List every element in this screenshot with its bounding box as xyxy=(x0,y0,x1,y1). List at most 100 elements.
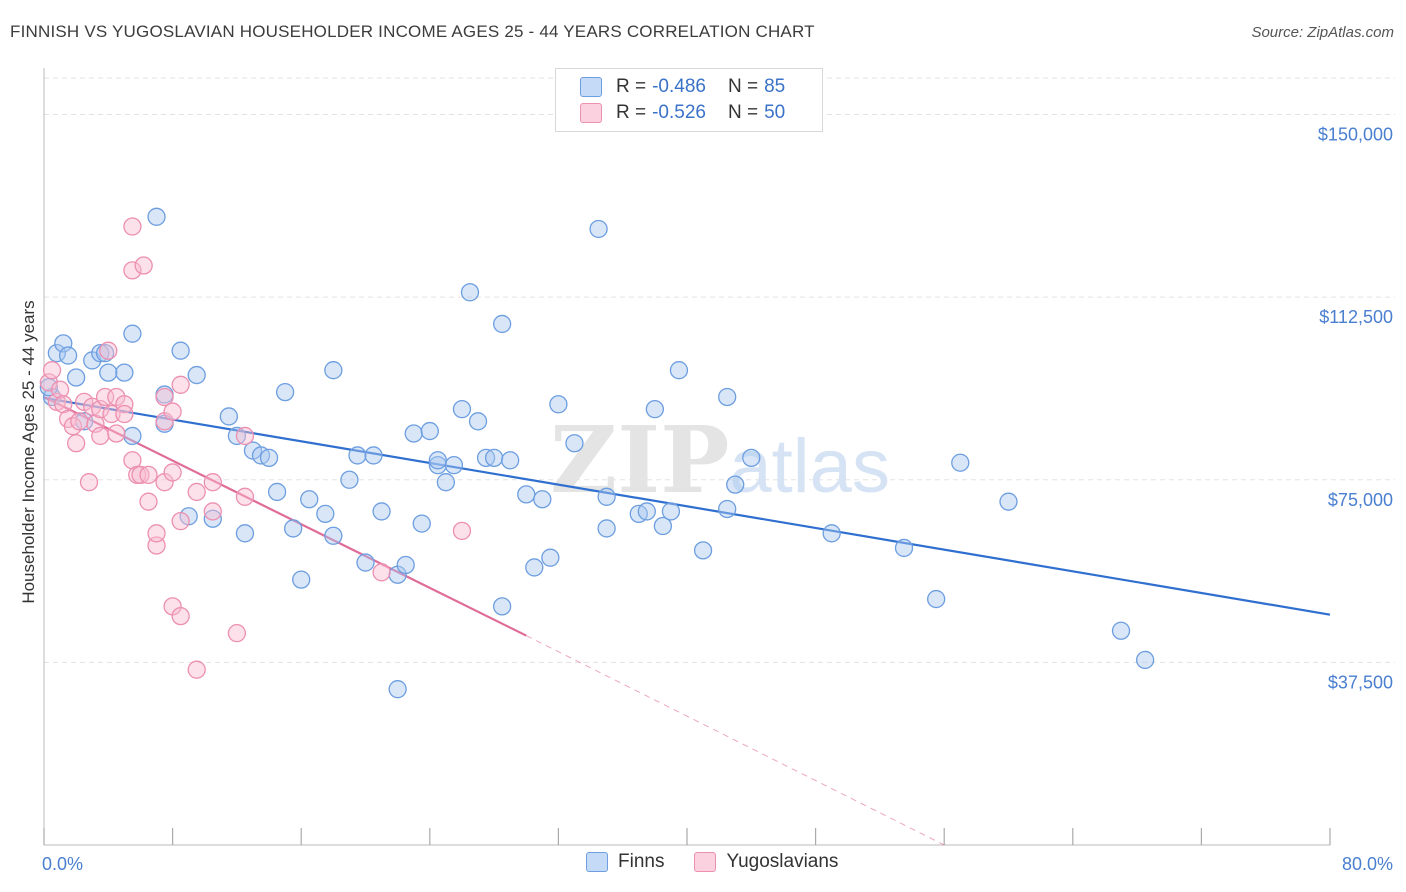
finns-point xyxy=(404,424,423,443)
finns-point xyxy=(316,504,335,524)
yugoslavian-trendline-extension xyxy=(526,635,945,846)
finns-point xyxy=(549,395,568,414)
finns-point xyxy=(951,453,970,472)
yugoslavian-point xyxy=(203,473,222,492)
yugoslavian-point xyxy=(123,261,142,280)
finns-point xyxy=(645,399,664,419)
finns-point xyxy=(533,490,552,509)
legend-row-finns: R = -0.486 N = 85 xyxy=(580,74,785,100)
finns-point xyxy=(356,553,375,572)
finns-point xyxy=(597,519,616,538)
watermark: ZIPatlas xyxy=(550,406,890,514)
finns-point xyxy=(187,365,206,385)
finns-point xyxy=(372,502,391,521)
finns-point xyxy=(275,382,295,402)
yugoslavian-point xyxy=(171,375,190,394)
yugoslavian-point xyxy=(139,465,158,485)
yugoslavian-point xyxy=(70,412,89,431)
finns-swatch xyxy=(586,852,608,872)
finns-point xyxy=(428,451,447,470)
yugoslavian-point xyxy=(50,380,70,399)
finns-point xyxy=(541,548,560,567)
finns-point xyxy=(742,448,761,467)
yugoslavian-point xyxy=(187,482,206,502)
legend: R = -0.486 N = 85 R = -0.526 N = 50 xyxy=(555,68,823,132)
finns-r-value: -0.486 xyxy=(652,76,706,97)
finns-point xyxy=(348,446,367,465)
y-tick-label: $112,500 xyxy=(1319,307,1393,327)
finns-point xyxy=(284,519,303,538)
finns-point xyxy=(388,680,407,699)
yugoslavian-point xyxy=(99,341,118,360)
yugoslavian-point xyxy=(115,404,134,424)
yugoslavian-point xyxy=(91,426,110,446)
finns-point xyxy=(428,456,447,475)
finns-point xyxy=(693,541,713,560)
yugoslavian-point xyxy=(107,424,126,443)
finns-point xyxy=(517,485,536,504)
yugoslavian-point xyxy=(235,487,255,506)
yugoslavian-point xyxy=(134,256,153,275)
yugoslavians-r-value: -0.526 xyxy=(652,102,706,123)
finns-point xyxy=(300,490,319,509)
yugoslavian-point xyxy=(123,217,142,236)
y-axis-label: Householder Income Ages 25 - 44 years xyxy=(19,300,38,603)
finns-point xyxy=(436,473,456,492)
yugoslavian-point xyxy=(452,521,472,541)
finns-point xyxy=(292,570,311,589)
finns-point xyxy=(1111,621,1131,640)
finns-point xyxy=(653,516,673,536)
yugoslavian-point xyxy=(67,434,86,453)
yugoslavian-point xyxy=(139,492,158,511)
finns-points xyxy=(39,207,1155,699)
finns-point xyxy=(718,387,737,407)
finns-point xyxy=(492,597,512,616)
finns-point xyxy=(452,399,472,419)
chart-title: FINNISH VS YUGOSLAVIAN HOUSEHOLDER INCOM… xyxy=(10,22,815,41)
finns-point xyxy=(123,324,142,343)
x-tick-label: 0.0% xyxy=(42,854,83,874)
finns-point xyxy=(589,219,608,239)
yugoslavians-n-value: 50 xyxy=(764,102,786,123)
yugoslavian-point xyxy=(102,404,121,424)
finns-trendline xyxy=(43,396,1331,616)
finns-point xyxy=(47,343,67,363)
yugoslavian-point xyxy=(123,451,142,470)
finns-point xyxy=(259,448,279,467)
finns-n-value: 85 xyxy=(764,76,786,97)
grid-lines xyxy=(44,77,1395,663)
finns-point xyxy=(718,499,737,519)
finns-point xyxy=(726,475,745,494)
tick-labels: $37,500 $75,000 $112,500 $150,000 0.0% 80.0% xyxy=(42,125,1393,874)
finns-point xyxy=(492,314,512,334)
finns-point xyxy=(324,361,343,380)
yugoslavians-swatch xyxy=(694,852,717,872)
finns-point xyxy=(203,509,222,528)
finns-point xyxy=(501,451,520,470)
finns-point xyxy=(484,448,504,467)
yugoslavian-point xyxy=(155,387,174,407)
finns-point xyxy=(468,412,488,431)
finns-point xyxy=(340,470,359,489)
finns-point xyxy=(171,341,190,360)
finns-point xyxy=(67,368,86,387)
legend-row-yugoslavians: R = -0.526 N = 50 xyxy=(580,100,785,126)
yugoslavian-point xyxy=(171,512,190,531)
finns-point xyxy=(927,589,946,609)
finns-point xyxy=(999,492,1018,511)
finns-point xyxy=(147,207,166,226)
y-tick-label: $75,000 xyxy=(1328,490,1393,510)
source-label: Source: ZipAtlas.com xyxy=(1251,24,1394,41)
finns-point xyxy=(597,487,616,506)
bottom-legend: Finns Yugoslavians xyxy=(586,851,868,873)
finns-point xyxy=(669,361,689,380)
yugoslavian-point xyxy=(227,624,247,643)
finns-point xyxy=(95,343,115,363)
yugoslavian-point xyxy=(42,361,62,380)
finns-point xyxy=(420,421,439,441)
axes xyxy=(43,68,1331,846)
yugoslavian-points xyxy=(39,217,472,679)
finns-point xyxy=(219,407,239,426)
finns-point xyxy=(115,363,134,382)
